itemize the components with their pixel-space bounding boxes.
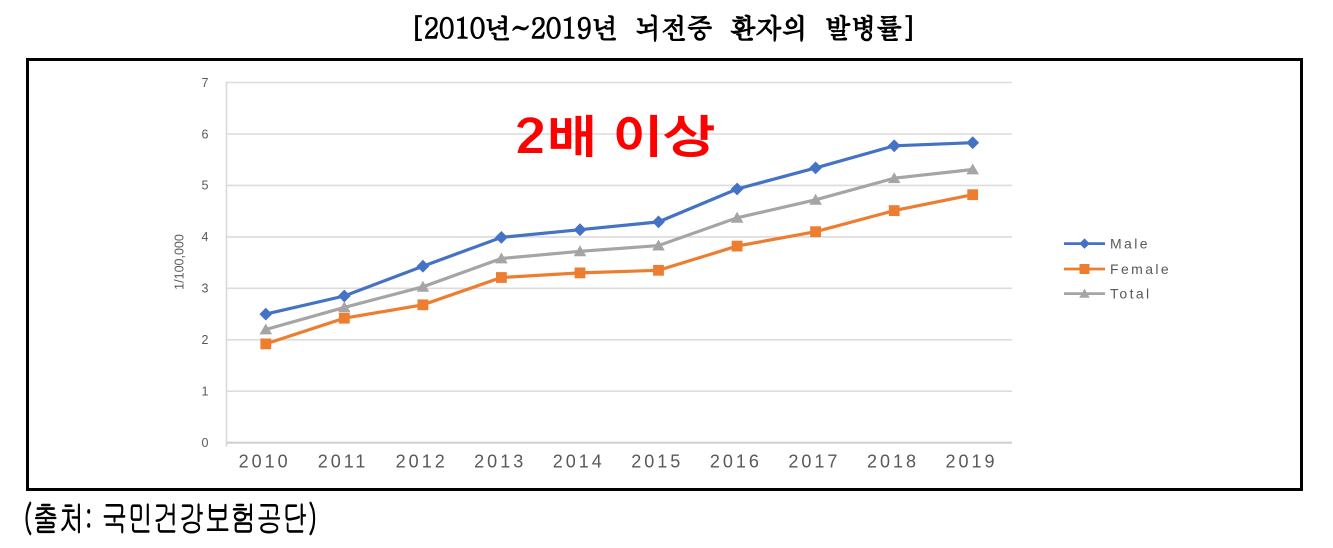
svg-text:4: 4	[202, 230, 210, 244]
svg-text:2017: 2017	[788, 452, 840, 472]
svg-text:2016: 2016	[710, 452, 762, 472]
svg-text:7: 7	[202, 76, 210, 90]
svg-text:2015: 2015	[631, 452, 683, 472]
svg-text:0: 0	[202, 436, 210, 450]
svg-text:Male: Male	[1110, 236, 1150, 252]
svg-text:3: 3	[202, 282, 210, 296]
svg-text:2018: 2018	[867, 452, 919, 472]
svg-text:2012: 2012	[396, 452, 448, 472]
svg-text:6: 6	[202, 127, 210, 141]
svg-text:1: 1	[202, 385, 210, 399]
svg-text:2019: 2019	[945, 452, 997, 472]
svg-text:2: 2	[202, 333, 210, 347]
svg-text:5: 5	[202, 179, 210, 193]
svg-text:2010: 2010	[239, 452, 291, 472]
svg-text:Female: Female	[1110, 261, 1171, 277]
svg-text:1/100,000: 1/100,000	[172, 234, 186, 290]
svg-text:2011: 2011	[318, 452, 369, 472]
svg-text:2013: 2013	[474, 452, 526, 472]
svg-text:Total: Total	[1110, 286, 1152, 302]
svg-text:2014: 2014	[553, 452, 605, 472]
